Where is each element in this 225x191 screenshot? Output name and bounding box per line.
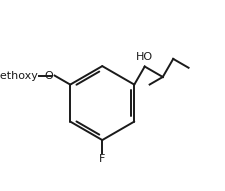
Text: methoxy: methoxy <box>0 71 38 81</box>
Text: F: F <box>99 154 105 164</box>
Text: O: O <box>44 71 53 81</box>
Text: HO: HO <box>135 52 153 62</box>
